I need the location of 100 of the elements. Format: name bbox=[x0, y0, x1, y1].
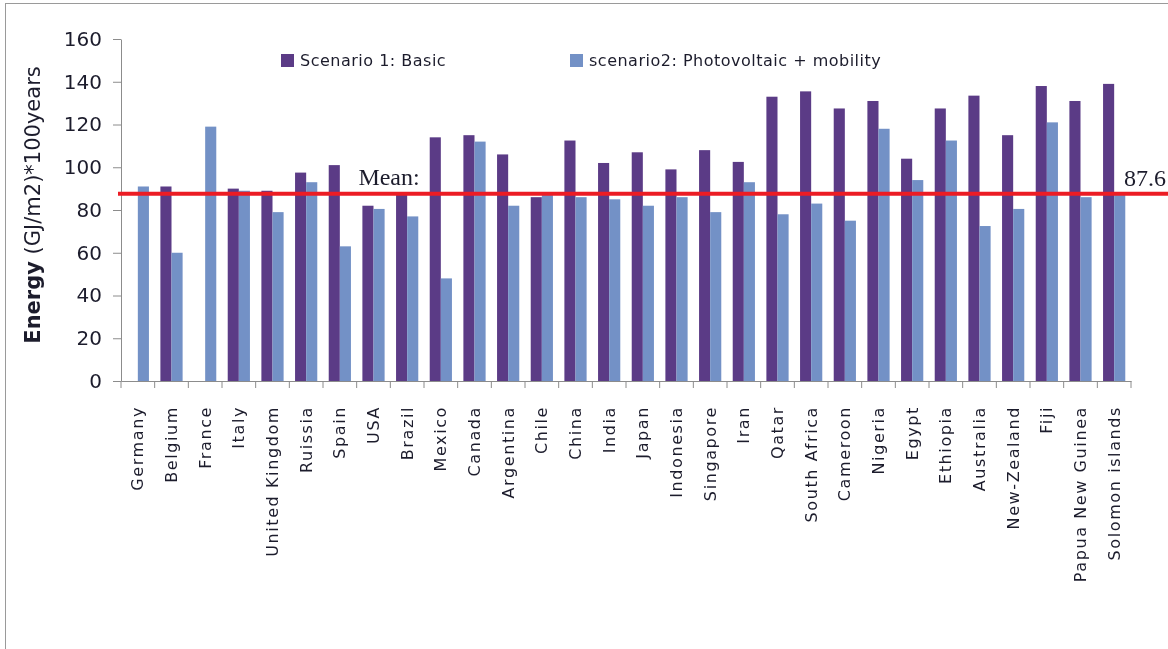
x-tick-label: Brazil bbox=[397, 406, 417, 461]
y-tick-label: 40 bbox=[76, 283, 102, 308]
ref-line-label: 87.6 bbox=[1124, 164, 1166, 191]
bar bbox=[609, 199, 621, 381]
bar bbox=[766, 96, 778, 381]
x-tick-label: Canada bbox=[465, 406, 485, 477]
bar bbox=[598, 162, 610, 381]
bar bbox=[631, 152, 643, 381]
bar bbox=[844, 220, 856, 381]
x-tick-label: China bbox=[566, 406, 586, 460]
bar bbox=[497, 154, 509, 381]
bar bbox=[1069, 100, 1081, 381]
x-tick-label: Ruissia bbox=[296, 406, 316, 474]
y-tick-label: 100 bbox=[63, 155, 102, 180]
x-tick-label: Chile bbox=[532, 406, 552, 455]
bar bbox=[934, 108, 946, 381]
x-tick-label: USA bbox=[364, 406, 384, 444]
bar bbox=[440, 278, 452, 381]
bar bbox=[407, 216, 419, 381]
bar bbox=[1103, 83, 1115, 381]
y-tick-label: 160 bbox=[63, 26, 102, 51]
legend-label: Scenario 1: Basic bbox=[300, 50, 447, 70]
x-tick-label: New-Zealand bbox=[1003, 406, 1023, 530]
x-tick-label: Nigeria bbox=[869, 406, 889, 475]
bar bbox=[295, 172, 307, 381]
bar bbox=[339, 246, 351, 381]
bar bbox=[429, 137, 441, 381]
bar bbox=[474, 141, 486, 381]
bar bbox=[1080, 197, 1092, 381]
x-tick-label: Belgium bbox=[162, 406, 182, 483]
bar bbox=[901, 158, 913, 381]
bar bbox=[945, 140, 957, 381]
bar bbox=[160, 186, 172, 381]
bar bbox=[1114, 195, 1126, 381]
annotation: Mean: bbox=[358, 163, 420, 190]
bar bbox=[530, 197, 542, 381]
bar bbox=[867, 100, 879, 381]
x-tick-label: Australia bbox=[970, 406, 990, 492]
bar bbox=[665, 169, 677, 381]
x-tick-label: Japan bbox=[633, 406, 653, 460]
x-tick-label: India bbox=[599, 406, 619, 454]
x-tick-label: Egypt bbox=[902, 406, 922, 461]
x-tick-label: Mexico bbox=[431, 406, 451, 472]
y-axis-title: Energy (GJ/m2)*100years bbox=[21, 66, 45, 344]
x-tick-label: Argentina bbox=[498, 406, 518, 499]
x-tick-label: Indonesia bbox=[667, 406, 687, 498]
bar bbox=[710, 212, 722, 381]
y-tick-label: 80 bbox=[76, 197, 102, 222]
bar bbox=[1046, 122, 1058, 381]
bar bbox=[1035, 86, 1047, 381]
bar bbox=[878, 128, 890, 381]
bar bbox=[508, 205, 520, 381]
bar bbox=[272, 212, 284, 381]
bar bbox=[732, 161, 744, 381]
y-tick-label: 20 bbox=[76, 326, 102, 351]
x-tick-label: Iran bbox=[734, 406, 754, 444]
y-tick-label: 140 bbox=[63, 69, 102, 94]
bar bbox=[306, 182, 318, 381]
bar bbox=[238, 190, 250, 381]
bar bbox=[642, 205, 654, 381]
y-tick-label: 0 bbox=[89, 368, 102, 393]
bar bbox=[676, 197, 688, 381]
x-tick-label: Cameroon bbox=[835, 406, 855, 502]
x-tick-label: Qatar bbox=[768, 406, 788, 460]
bar bbox=[373, 208, 385, 381]
bar bbox=[833, 108, 845, 381]
bar bbox=[1002, 135, 1014, 381]
x-tick-label: United Kingdom bbox=[263, 406, 283, 557]
bar bbox=[362, 205, 374, 381]
bar bbox=[205, 126, 217, 381]
y-tick-label: 120 bbox=[63, 112, 102, 137]
bar bbox=[1013, 208, 1025, 381]
y-tick-label: 60 bbox=[76, 240, 102, 265]
bar bbox=[171, 252, 183, 381]
bar bbox=[541, 195, 553, 381]
x-tick-label: Ethiopia bbox=[936, 406, 956, 484]
bar bbox=[699, 150, 711, 381]
x-tick-label: Spain bbox=[330, 406, 350, 459]
x-tick-label: Solomon islands bbox=[1104, 406, 1124, 561]
x-tick-label: Papua New Guinea bbox=[1071, 406, 1091, 583]
bar bbox=[463, 135, 475, 381]
x-tick-label: South Africa bbox=[801, 406, 821, 523]
bar bbox=[811, 203, 823, 381]
bar bbox=[743, 182, 755, 381]
x-tick-label: Italy bbox=[229, 406, 249, 449]
bar bbox=[227, 188, 239, 381]
bar bbox=[261, 190, 273, 381]
x-tick-label: Singapore bbox=[700, 406, 720, 502]
bar bbox=[575, 197, 587, 381]
bar bbox=[564, 140, 576, 381]
x-tick-label: Germany bbox=[128, 406, 148, 491]
bar bbox=[328, 165, 340, 381]
legend-label: scenario2: Photovoltaic + mobility bbox=[589, 50, 882, 70]
bar bbox=[912, 180, 924, 381]
x-tick-label: France bbox=[195, 406, 215, 469]
bar bbox=[800, 91, 812, 381]
bar bbox=[777, 214, 789, 381]
x-tick-label: Fiji bbox=[1037, 406, 1057, 434]
bar bbox=[979, 226, 991, 381]
bar bbox=[968, 95, 980, 381]
